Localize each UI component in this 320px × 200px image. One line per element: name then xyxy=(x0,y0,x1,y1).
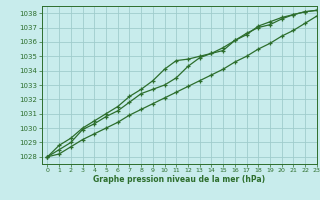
X-axis label: Graphe pression niveau de la mer (hPa): Graphe pression niveau de la mer (hPa) xyxy=(93,175,265,184)
